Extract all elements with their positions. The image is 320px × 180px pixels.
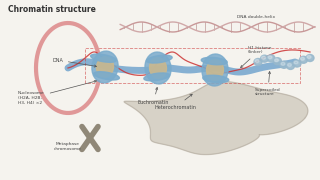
Ellipse shape: [149, 58, 166, 78]
Text: Euchromatin: Euchromatin: [138, 87, 169, 105]
Ellipse shape: [97, 57, 114, 77]
Ellipse shape: [267, 55, 275, 62]
Ellipse shape: [287, 63, 292, 66]
Ellipse shape: [280, 61, 288, 68]
Ellipse shape: [300, 57, 305, 60]
Ellipse shape: [260, 55, 268, 62]
Ellipse shape: [268, 56, 272, 59]
Text: H1 histone
(linker): H1 histone (linker): [241, 46, 271, 68]
Ellipse shape: [202, 54, 228, 86]
Ellipse shape: [307, 55, 311, 58]
Ellipse shape: [294, 61, 298, 64]
Polygon shape: [124, 81, 308, 155]
Ellipse shape: [286, 62, 294, 69]
Ellipse shape: [144, 73, 170, 81]
Text: DNA: DNA: [52, 57, 97, 67]
Ellipse shape: [94, 72, 119, 80]
Text: Supercoiled
structure: Supercoiled structure: [255, 71, 281, 96]
Ellipse shape: [203, 75, 229, 83]
Ellipse shape: [92, 51, 118, 83]
Text: Nucleosome
(H2A, H2B,
H3, H4) ×2: Nucleosome (H2A, H2B, H3, H4) ×2: [18, 80, 97, 105]
Text: DNA double-helix: DNA double-helix: [237, 15, 275, 19]
Ellipse shape: [206, 60, 223, 80]
Ellipse shape: [300, 56, 308, 63]
Ellipse shape: [146, 55, 172, 63]
Ellipse shape: [281, 62, 285, 65]
Ellipse shape: [255, 60, 259, 62]
Ellipse shape: [201, 57, 227, 65]
Ellipse shape: [254, 58, 262, 66]
Ellipse shape: [91, 54, 116, 62]
Text: Heterochromatin: Heterochromatin: [155, 94, 197, 109]
Ellipse shape: [275, 59, 278, 62]
Ellipse shape: [306, 55, 314, 62]
Ellipse shape: [145, 52, 171, 84]
Ellipse shape: [274, 58, 282, 65]
Ellipse shape: [261, 56, 266, 59]
Ellipse shape: [293, 60, 301, 67]
Text: Metaphase
chromosome: Metaphase chromosome: [54, 142, 82, 151]
Text: Chromatin structure: Chromatin structure: [8, 5, 96, 14]
